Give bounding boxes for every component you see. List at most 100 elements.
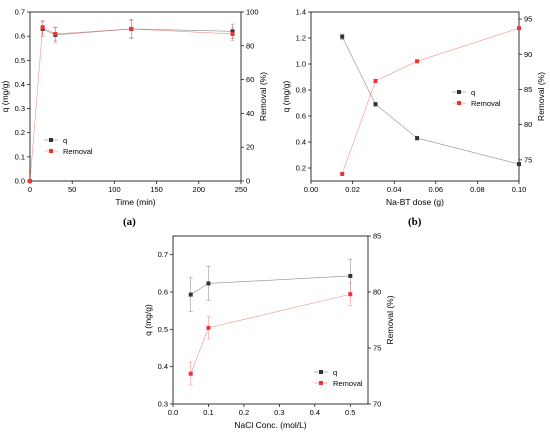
y2-tick-label: 60 bbox=[246, 75, 254, 84]
x-tick-label: 0.0 bbox=[168, 408, 178, 417]
y2-tick-label: 75 bbox=[524, 155, 532, 164]
data-point bbox=[206, 281, 211, 286]
y-tick-label: 0.5 bbox=[15, 56, 25, 65]
plot-frame bbox=[29, 11, 242, 182]
data-point bbox=[129, 26, 134, 31]
legend-marker bbox=[457, 90, 461, 94]
y2-tick-label: 90 bbox=[524, 50, 532, 59]
chart-panel-1: 0 50 100 150 200 250 0.0 0.1 0.2 0.3 0.4 0.5 0.6 0.7 0… bbox=[0, 8, 268, 208]
y2-tick-label: 85 bbox=[524, 85, 532, 94]
data-point bbox=[517, 162, 521, 167]
y-axis-title: q (mg/g) bbox=[0, 81, 10, 113]
legend-label: Removal bbox=[471, 99, 501, 108]
data-point bbox=[348, 273, 353, 278]
data-point bbox=[28, 179, 32, 183]
data-point bbox=[340, 171, 345, 176]
y2-tick-label: 20 bbox=[246, 143, 254, 152]
series-line bbox=[341, 36, 520, 165]
x-tick-label: 150 bbox=[150, 185, 163, 194]
series-removal bbox=[188, 282, 353, 386]
series-line bbox=[190, 275, 351, 295]
y-tick-label: 0.1 bbox=[15, 152, 25, 161]
y2-tick-label: 75 bbox=[373, 344, 381, 353]
data-point bbox=[206, 325, 211, 330]
legend: q Removal bbox=[314, 368, 363, 388]
legend-label: Removal bbox=[333, 379, 363, 388]
y-tick-label: 1.0 bbox=[296, 60, 306, 69]
legend: q Removal bbox=[452, 88, 501, 108]
y2-tick-label: 95 bbox=[524, 15, 532, 24]
y-tick-label: 0.7 bbox=[158, 250, 168, 259]
y2-tick-label: 100 bbox=[246, 8, 259, 17]
x-axis-title: Time (min) bbox=[115, 197, 155, 207]
panel-label-b: (b) bbox=[408, 216, 422, 228]
legend-marker bbox=[319, 370, 323, 374]
x-axis-title: NaCl Conc. (mol/L) bbox=[234, 420, 306, 430]
y-tick-label: 0.4 bbox=[15, 80, 25, 89]
series-line bbox=[29, 26, 233, 182]
data-point bbox=[348, 292, 353, 297]
y2-tick-label: 80 bbox=[373, 288, 381, 297]
legend: q Removal bbox=[44, 136, 93, 156]
x-tick-label: 0.08 bbox=[470, 185, 485, 194]
y-tick-label: 0.7 bbox=[15, 8, 25, 17]
y2-axis-title: Removal (%) bbox=[536, 72, 546, 121]
legend-marker bbox=[49, 138, 53, 142]
legend-label: Removal bbox=[63, 147, 93, 156]
series-q bbox=[188, 258, 353, 312]
x-tick-label: 200 bbox=[193, 185, 206, 194]
y-axis-title: q (mg/g) bbox=[143, 304, 153, 336]
x-tick-label: 0.00 bbox=[304, 185, 319, 194]
y2-tick-label: 0 bbox=[246, 177, 250, 186]
y-tick-label: 0.2 bbox=[296, 164, 306, 173]
data-point bbox=[230, 31, 235, 36]
x-tick-label: 0.2 bbox=[239, 408, 249, 417]
legend-marker bbox=[457, 101, 461, 105]
y-tick-label: 0.0 bbox=[15, 177, 25, 186]
x-tick-label: 0.02 bbox=[345, 185, 360, 194]
panel-label-a: (a) bbox=[123, 216, 136, 228]
series-line bbox=[42, 28, 233, 36]
y-tick-label: 0.2 bbox=[15, 128, 25, 137]
x-tick-label: 100 bbox=[108, 185, 121, 194]
y2-axis-title: Removal (%) bbox=[385, 295, 395, 344]
plot-frame bbox=[172, 235, 369, 405]
x-tick-label: 50 bbox=[68, 185, 76, 194]
y2-axis-title: Removal (%) bbox=[258, 72, 268, 121]
y-tick-label: 0.3 bbox=[15, 104, 25, 113]
x-tick-label: 0.5 bbox=[345, 408, 355, 417]
series-q bbox=[40, 18, 235, 43]
x-tick-label: 250 bbox=[235, 185, 248, 194]
y-tick-label: 1.4 bbox=[296, 8, 306, 17]
data-point bbox=[415, 59, 420, 64]
series-removal bbox=[340, 26, 521, 176]
legend-label: q bbox=[63, 136, 67, 145]
y-tick-label: 0.8 bbox=[296, 86, 306, 95]
y-tick-label: 0.4 bbox=[296, 138, 306, 147]
plot-frame bbox=[310, 11, 520, 182]
x-tick-label: 0.04 bbox=[387, 185, 402, 194]
y-tick-label: 0.6 bbox=[296, 112, 306, 121]
data-point bbox=[53, 31, 58, 36]
y2-tick-label: 80 bbox=[246, 41, 254, 50]
y-tick-label: 0.6 bbox=[15, 32, 25, 41]
y2-tick-label: 70 bbox=[373, 400, 381, 409]
legend-label: q bbox=[333, 368, 337, 377]
legend-label: q bbox=[471, 88, 475, 97]
x-tick-label: 0 bbox=[28, 185, 32, 194]
data-point bbox=[373, 102, 378, 107]
x-tick-label: 0.06 bbox=[428, 185, 443, 194]
legend-marker bbox=[319, 381, 323, 385]
y-tick-label: 0.6 bbox=[158, 288, 168, 297]
data-point bbox=[517, 26, 521, 31]
y-tick-label: 1.2 bbox=[296, 34, 306, 43]
series-line bbox=[341, 27, 520, 175]
legend-marker bbox=[49, 149, 53, 153]
y-axis-title: q (mg/g) bbox=[281, 81, 291, 113]
x-tick-label: 0.1 bbox=[203, 408, 213, 417]
x-tick-label: 0.10 bbox=[512, 185, 527, 194]
data-point bbox=[373, 79, 378, 84]
y2-tick-label: 85 bbox=[373, 232, 381, 241]
series-line bbox=[190, 293, 351, 374]
